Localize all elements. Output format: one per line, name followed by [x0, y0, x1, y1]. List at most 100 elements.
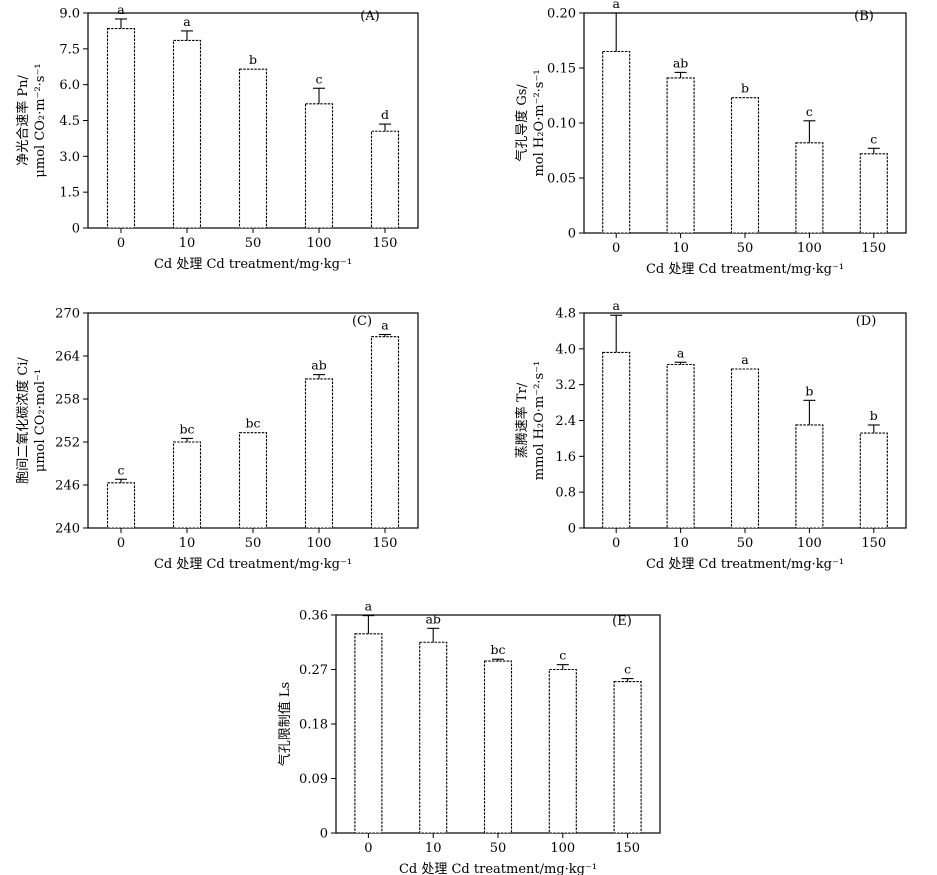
y-tick-label: 6.0 — [59, 78, 80, 93]
y-tick-label: 4.5 — [59, 114, 80, 129]
x-tick-label: 100 — [307, 236, 332, 251]
bar — [602, 50, 631, 234]
x-axis-title: Cd 处理 Cd treatment/mg·kg⁻¹ — [154, 557, 352, 572]
y-axis-title: 气孔导度 Gs/mol H₂O·m⁻²·s⁻¹ — [514, 69, 547, 176]
significance-label: a — [677, 345, 685, 360]
panel-d: 0 0.8 1.6 2.4 3.2 4.0 4.8 a 0 a 10 a 50 b 100 b 150 (D) Cd… — [514, 298, 907, 572]
y-tick-label: 0.27 — [299, 663, 328, 678]
y-axis-title: 净光合速率 Pn/μmol CO₂·m⁻²·s⁻¹ — [15, 63, 48, 177]
bar — [419, 641, 448, 834]
significance-label: ab — [425, 611, 440, 626]
y-tick-label: 0 — [568, 227, 576, 242]
y-tick-label: 0 — [568, 522, 576, 537]
x-axis-title: Cd 处理 Cd treatment/mg·kg⁻¹ — [646, 262, 844, 277]
bar — [370, 336, 400, 529]
panel-a: 0 1.5 3.0 4.5 6.0 7.5 9.0 a 0 a 10 b 50 c 100 d 150 (A) Cd… — [15, 2, 419, 272]
bar — [106, 482, 136, 529]
x-tick-label: 0 — [364, 841, 372, 856]
y-axis-title: 蒸腾速率 Tr/mmol H₂O·m⁻²·s⁻¹ — [514, 361, 547, 480]
x-tick-label: 150 — [615, 841, 640, 856]
significance-label: a — [381, 318, 389, 333]
y-tick-label: 264 — [55, 350, 80, 365]
significance-label: a — [117, 2, 125, 17]
significance-label: a — [365, 599, 373, 614]
y-tick-label: 0.05 — [547, 172, 576, 187]
panel-label: (E) — [612, 614, 632, 629]
x-tick-label: 50 — [490, 841, 507, 856]
bar — [304, 378, 334, 529]
bar — [666, 363, 695, 529]
y-axis-title-line: mmol H₂O·m⁻²·s⁻¹ — [532, 361, 547, 480]
x-tick-label: 50 — [245, 236, 262, 251]
y-tick-label: 0.10 — [547, 117, 576, 132]
bar — [172, 39, 202, 229]
y-axis-title-line: μmol CO₂·m⁻²·s⁻¹ — [33, 63, 48, 177]
bar — [613, 681, 642, 834]
significance-label: a — [612, 298, 620, 313]
x-tick-label: 100 — [797, 536, 822, 551]
significance-label: bc — [179, 421, 194, 436]
y-axis-title: 胞间二氧化碳浓度 Ci/μmol CO₂·mol⁻¹ — [15, 357, 48, 484]
x-tick-label: 150 — [861, 241, 886, 256]
bar — [172, 441, 202, 529]
y-tick-label: 240 — [55, 522, 80, 537]
panel-e: 0 0.09 0.18 0.27 0.36 a 0 ab 10 bc 50 c 100 c 150 (E) Cd… — [277, 599, 661, 875]
x-tick-label: 50 — [737, 536, 754, 551]
y-tick-label: 3.2 — [555, 378, 576, 393]
x-tick-label: 0 — [117, 536, 125, 551]
significance-label: c — [559, 648, 566, 663]
significance-label: bc — [490, 642, 505, 657]
bar — [304, 103, 334, 229]
significance-label: c — [870, 131, 877, 146]
y-axis-title-line: 气孔导度 Gs/ — [514, 84, 530, 162]
bar — [106, 27, 136, 229]
x-tick-label: 10 — [179, 236, 196, 251]
y-tick-label: 0.15 — [547, 62, 576, 77]
significance-label: d — [381, 107, 389, 122]
x-axis-title: Cd 处理 Cd treatment/mg·kg⁻¹ — [154, 257, 352, 272]
significance-label: b — [741, 81, 749, 96]
y-axis-title-line: 蒸腾速率 Tr/ — [514, 382, 530, 458]
y-axis-title-line: 净光合速率 Pn/ — [15, 75, 31, 166]
bar — [238, 68, 268, 229]
x-tick-label: 0 — [612, 536, 620, 551]
bar — [238, 432, 268, 529]
bar — [548, 668, 577, 834]
y-tick-label: 4.0 — [555, 342, 576, 357]
significance-label: b — [805, 383, 813, 398]
y-tick-label: 0 — [320, 827, 328, 842]
y-tick-label: 0.18 — [299, 718, 328, 733]
significance-label: c — [315, 71, 322, 86]
x-tick-label: 50 — [737, 241, 754, 256]
x-tick-label: 100 — [550, 841, 575, 856]
panel-c: 240 246 252 258 264 270 c 0 bc 10 bc 50 ab 100 a 150 (C)… — [15, 307, 419, 572]
y-axis-title-line: 胞间二氧化碳浓度 Ci/ — [15, 357, 31, 484]
significance-label: bc — [245, 416, 260, 431]
y-tick-label: 7.5 — [59, 42, 80, 57]
x-axis-title: Cd 处理 Cd treatment/mg·kg⁻¹ — [646, 557, 844, 572]
significance-label: a — [612, 0, 620, 11]
x-tick-label: 100 — [307, 536, 332, 551]
y-tick-label: 252 — [55, 436, 80, 451]
x-tick-label: 10 — [672, 536, 689, 551]
significance-label: a — [741, 352, 749, 367]
significance-label: ab — [311, 358, 326, 373]
y-axis-title-line: mol H₂O·m⁻²·s⁻¹ — [532, 69, 547, 176]
bar — [730, 368, 760, 529]
significance-label: c — [117, 462, 124, 477]
x-tick-label: 150 — [861, 536, 886, 551]
bar — [859, 153, 888, 234]
y-tick-label: 0.8 — [555, 486, 576, 501]
y-tick-label: 2.4 — [555, 414, 576, 429]
bar — [795, 424, 824, 529]
y-tick-label: 4.8 — [555, 307, 576, 322]
y-tick-label: 258 — [55, 393, 80, 408]
y-tick-label: 1.6 — [555, 450, 576, 465]
y-tick-label: 0.20 — [547, 7, 576, 22]
panel-label: (C) — [352, 314, 372, 329]
bar — [859, 432, 888, 529]
significance-label: a — [183, 14, 191, 29]
significance-label: ab — [673, 55, 688, 70]
x-tick-label: 150 — [373, 236, 398, 251]
